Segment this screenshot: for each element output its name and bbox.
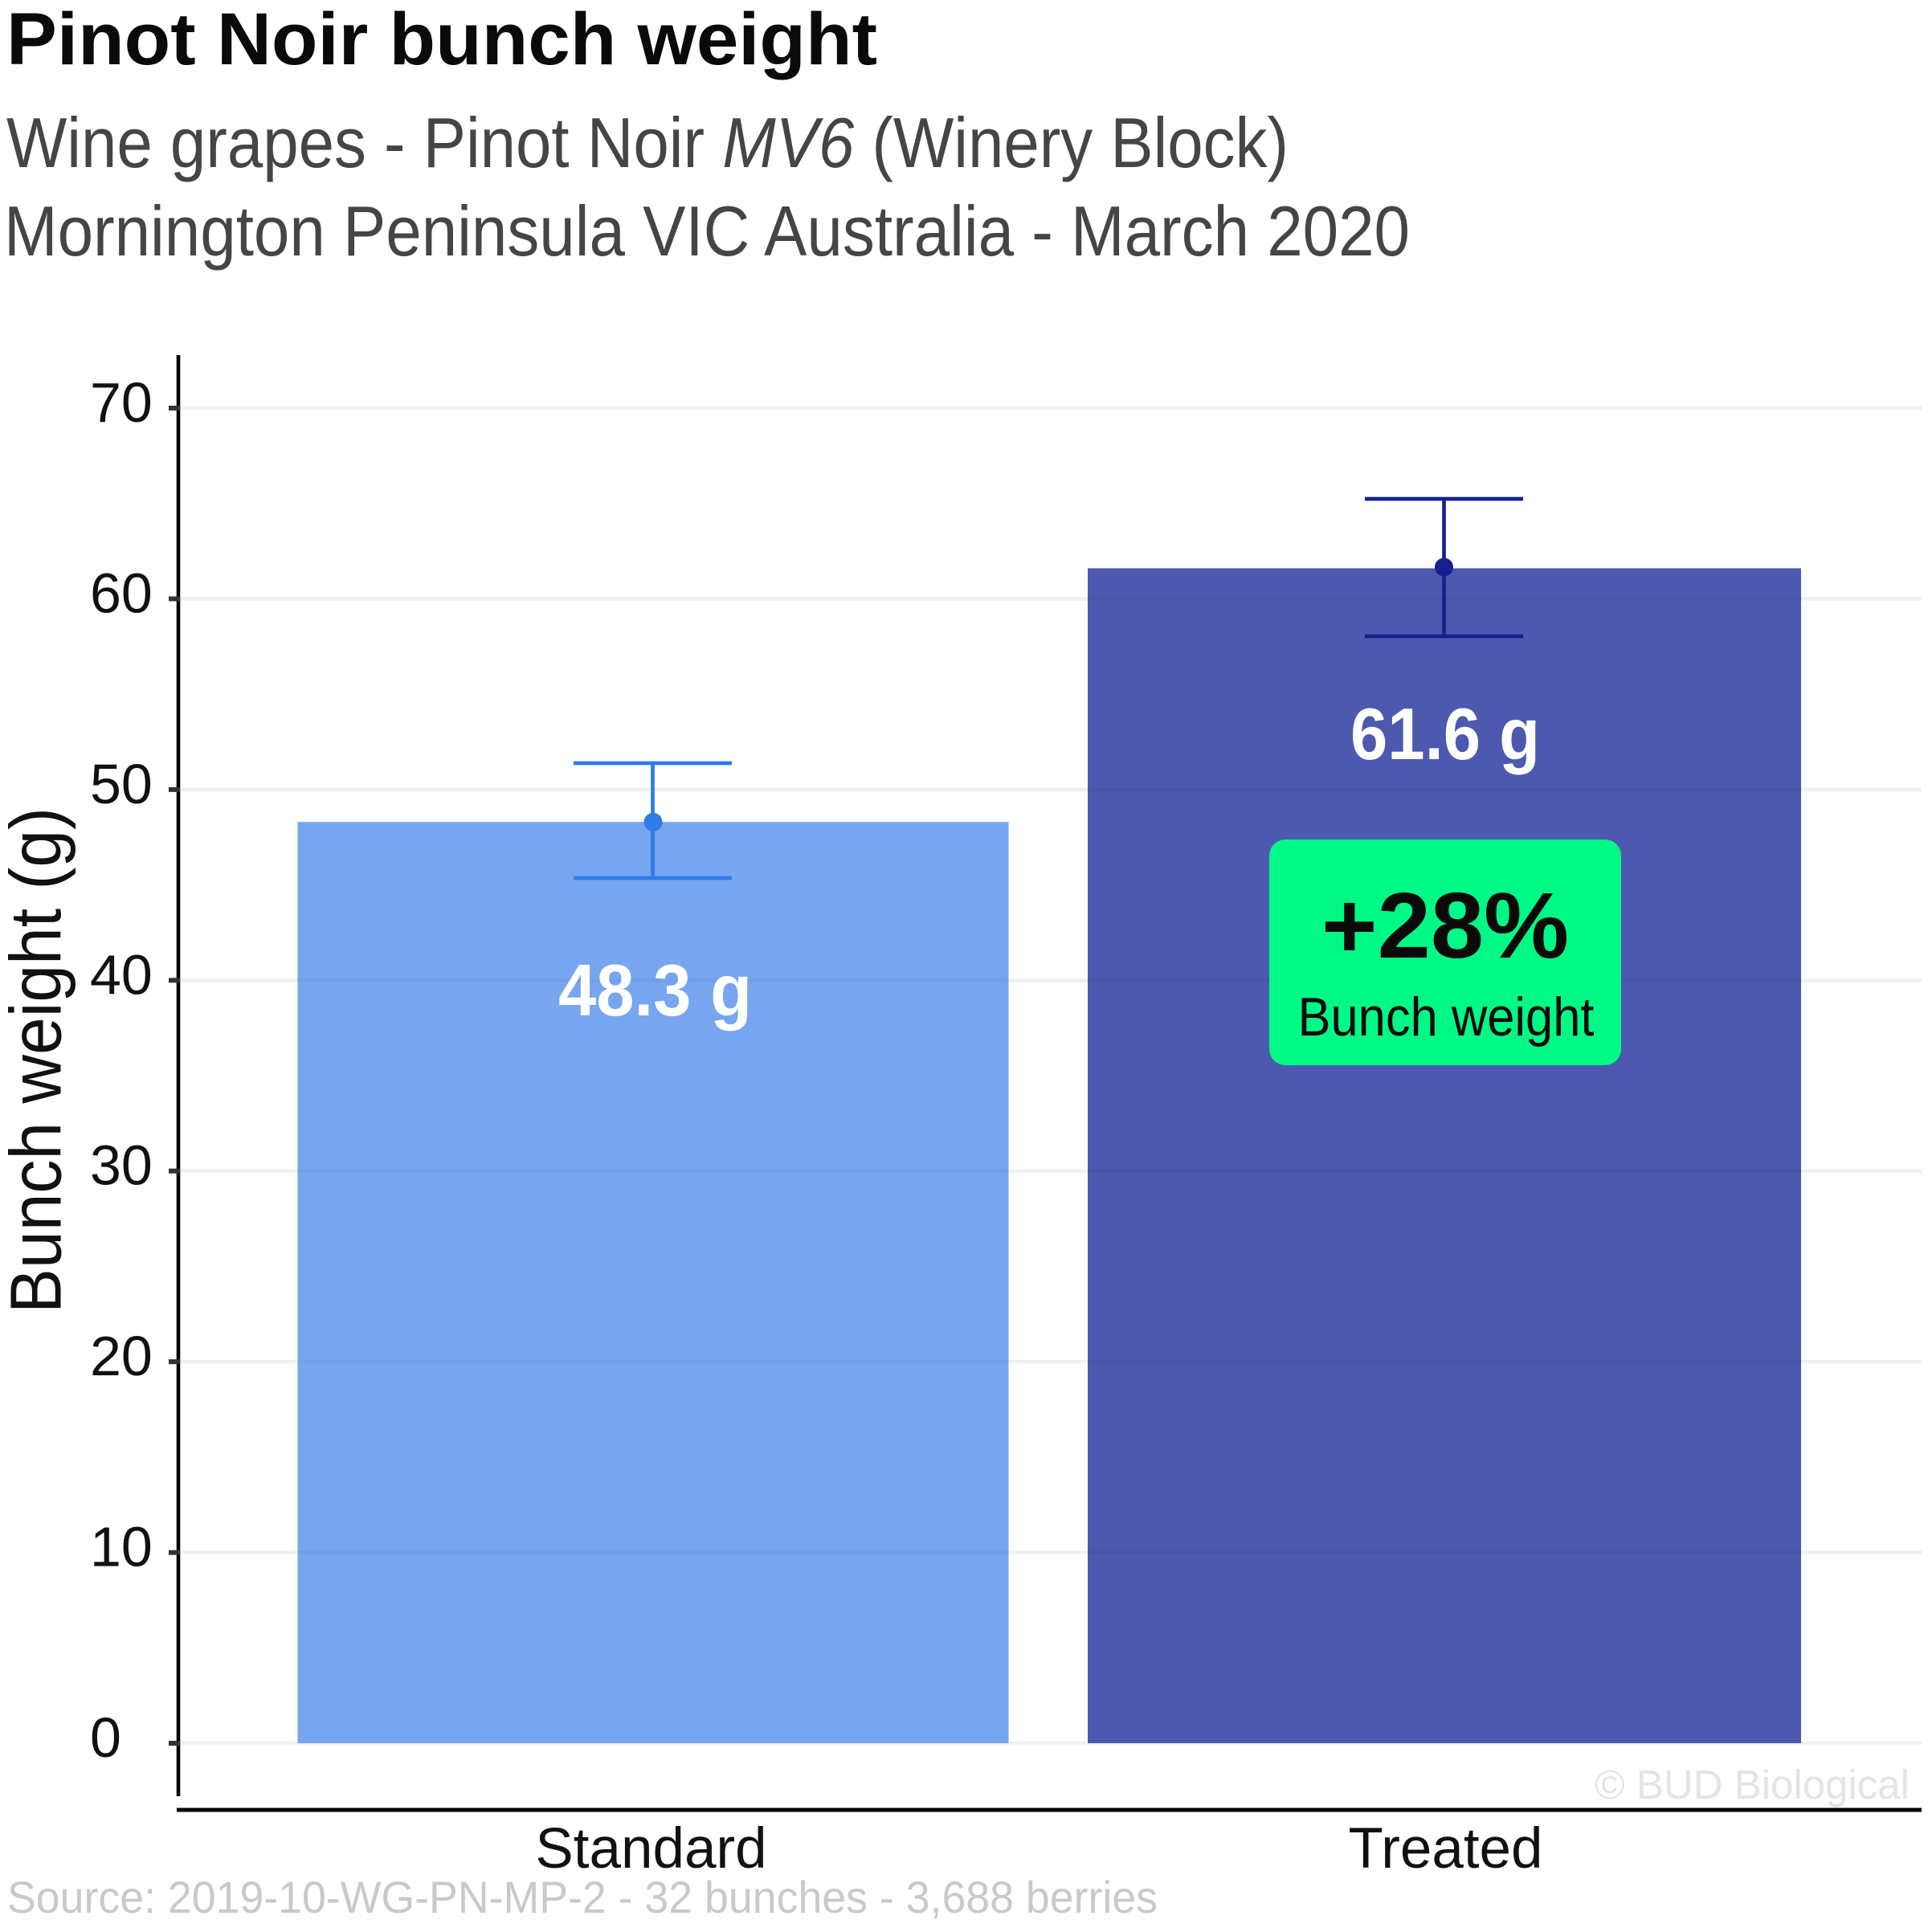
svg-text:Wine grapes - Pinot Noir MV6 (: Wine grapes - Pinot Noir MV6 (Winery Blo… [6, 103, 1289, 182]
svg-text:Source: 2019-10-WG-PN-MP-2 - 3: Source: 2019-10-WG-PN-MP-2 - 32 bunches … [7, 1872, 1158, 1922]
svg-text:Bunch weight (g): Bunch weight (g) [0, 807, 77, 1313]
svg-text:70: 70 [90, 371, 153, 434]
svg-text:30: 30 [90, 1134, 153, 1197]
svg-text:48.3 g: 48.3 g [558, 950, 752, 1031]
svg-text:50: 50 [90, 753, 153, 815]
svg-text:Standard: Standard [535, 1817, 766, 1881]
svg-text:© BUD Biological: © BUD Biological [1595, 1762, 1910, 1807]
svg-text:Treated: Treated [1349, 1817, 1543, 1881]
svg-text:Mornington Peninsula VIC Austr: Mornington Peninsula VIC Australia - Mar… [4, 191, 1410, 271]
svg-text:0: 0 [90, 1706, 121, 1769]
svg-text:+28%: +28% [1321, 873, 1569, 978]
svg-text:Bunch weight: Bunch weight [1298, 986, 1595, 1048]
svg-text:40: 40 [90, 943, 153, 1006]
svg-text:Pinot Noir bunch weight: Pinot Noir bunch weight [6, 0, 877, 80]
svg-text:10: 10 [90, 1516, 153, 1579]
svg-text:60: 60 [90, 562, 153, 624]
svg-text:61.6 g: 61.6 g [1350, 694, 1540, 775]
svg-text:20: 20 [90, 1325, 153, 1387]
